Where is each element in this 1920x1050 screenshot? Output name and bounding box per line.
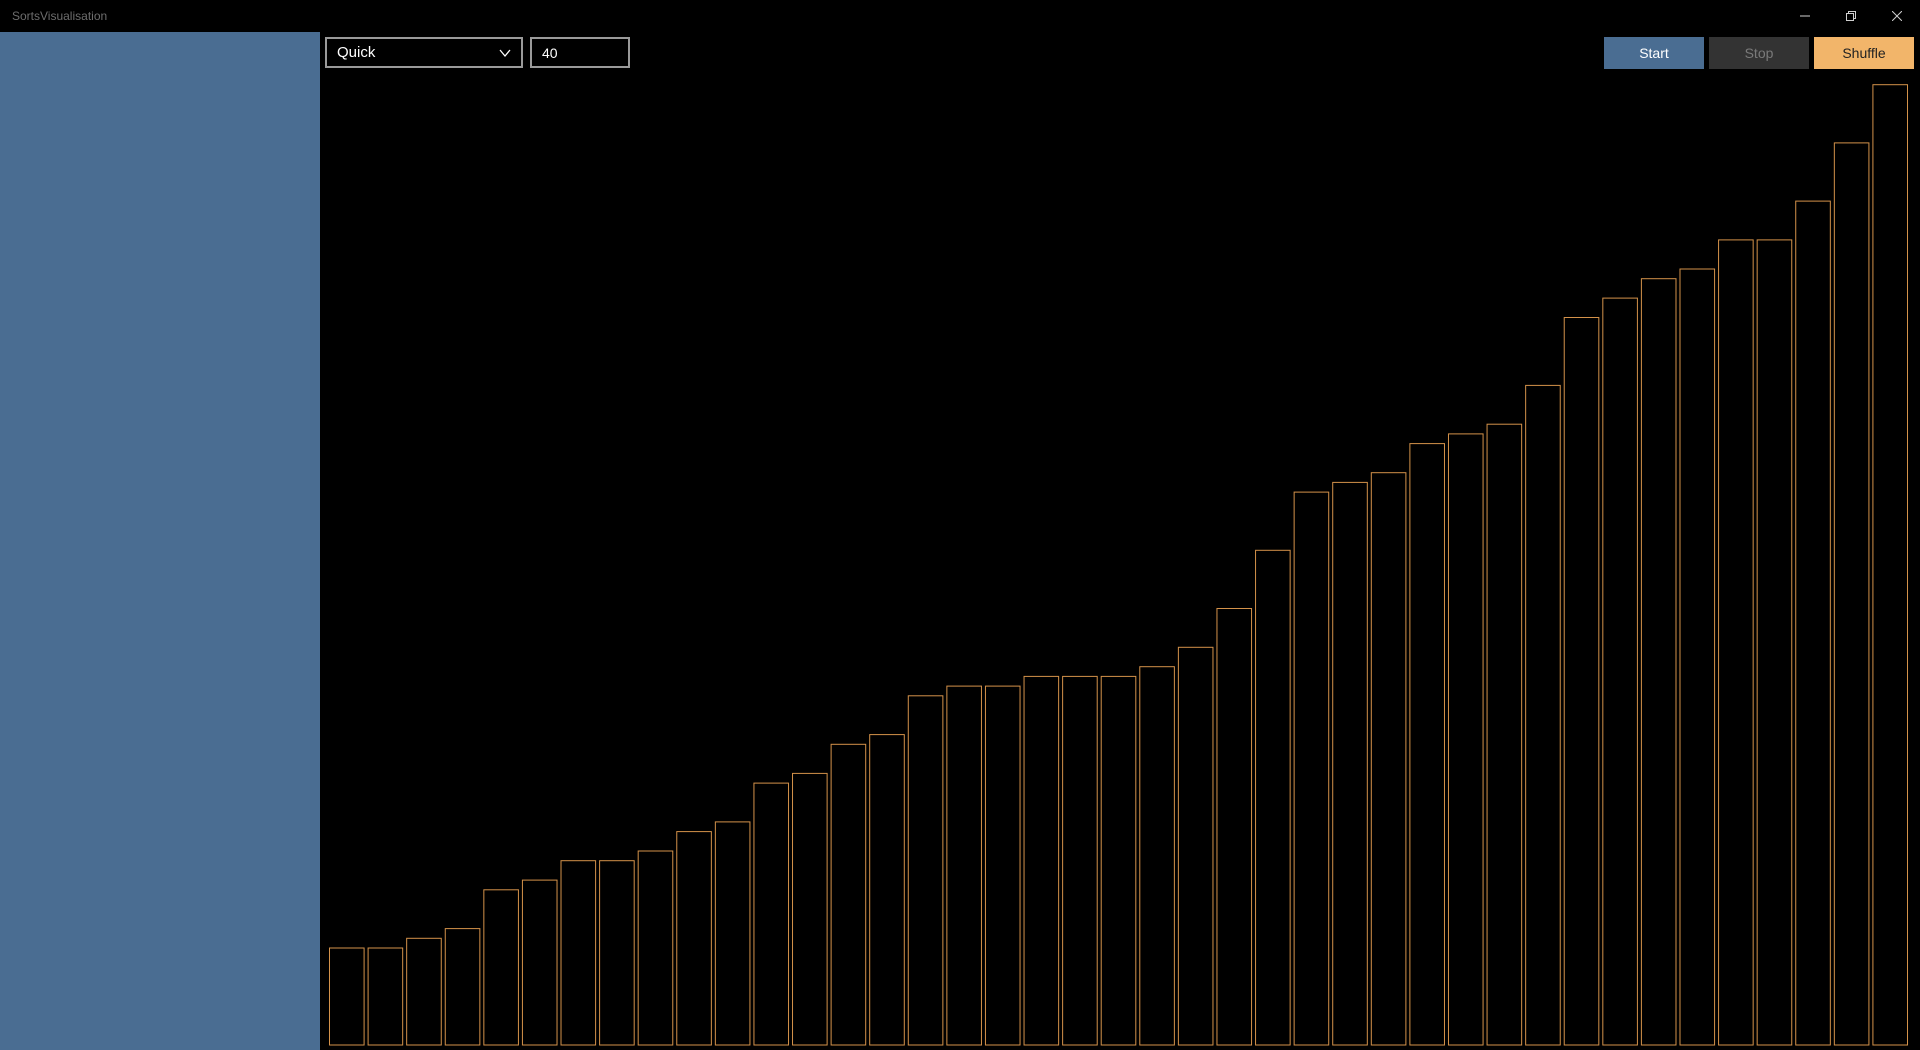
sort-visualisation-chart xyxy=(320,75,1920,1050)
chevron-down-icon xyxy=(499,49,511,58)
bar-4 xyxy=(444,928,481,1046)
bar-29 xyxy=(1409,443,1445,1046)
restore-button[interactable] xyxy=(1828,0,1874,32)
bar-5 xyxy=(483,889,519,1046)
bar-2 xyxy=(367,947,404,1046)
title-bar: SortsVisualisation xyxy=(0,0,1920,32)
shuffle-button[interactable]: Shuffle xyxy=(1814,37,1914,69)
bar-1 xyxy=(329,947,365,1046)
bar-24 xyxy=(1216,608,1253,1046)
element-count-input[interactable]: 40 xyxy=(530,37,630,68)
bar-33 xyxy=(1563,317,1600,1046)
bar-10 xyxy=(676,831,712,1046)
bar-28 xyxy=(1370,472,1407,1046)
bar-13 xyxy=(792,772,828,1046)
minimize-button[interactable] xyxy=(1782,0,1828,32)
bar-12 xyxy=(753,782,790,1046)
bar-25 xyxy=(1255,549,1291,1046)
bar-21 xyxy=(1100,675,1137,1046)
close-icon xyxy=(1892,11,1902,21)
bar-32 xyxy=(1525,384,1561,1046)
bar-23 xyxy=(1177,646,1214,1046)
bar-37 xyxy=(1718,239,1754,1046)
bar-36 xyxy=(1679,268,1716,1046)
bar-15 xyxy=(869,734,905,1046)
bar-11 xyxy=(714,821,751,1046)
algorithm-dropdown[interactable]: Quick xyxy=(325,37,523,68)
restore-icon xyxy=(1846,11,1856,21)
bar-34 xyxy=(1602,297,1638,1046)
bar-16 xyxy=(907,695,944,1046)
window-title: SortsVisualisation xyxy=(12,9,108,23)
bar-40 xyxy=(1833,142,1870,1046)
bar-9 xyxy=(637,850,674,1046)
close-button[interactable] xyxy=(1874,0,1920,32)
bar-20 xyxy=(1062,675,1098,1046)
stop-button[interactable]: Stop xyxy=(1709,37,1809,69)
bar-30 xyxy=(1447,433,1484,1046)
bar-19 xyxy=(1023,675,1060,1046)
bar-22 xyxy=(1139,666,1175,1046)
bar-26 xyxy=(1293,491,1330,1046)
bar-39 xyxy=(1795,200,1831,1046)
bar-7 xyxy=(560,860,597,1046)
bar-18 xyxy=(984,685,1021,1046)
sidebar-panel xyxy=(0,32,320,1050)
bar-41 xyxy=(1872,84,1909,1046)
element-count-value: 40 xyxy=(542,44,558,61)
bar-8 xyxy=(599,860,635,1046)
algorithm-selected-value: Quick xyxy=(337,44,376,61)
bar-6 xyxy=(521,879,558,1046)
bar-3 xyxy=(406,937,442,1046)
bar-38 xyxy=(1756,239,1793,1046)
bar-17 xyxy=(946,685,982,1046)
start-button[interactable]: Start xyxy=(1604,37,1704,69)
bar-14 xyxy=(830,743,867,1046)
bar-27 xyxy=(1332,481,1368,1046)
bar-31 xyxy=(1486,423,1523,1046)
bars-canvas xyxy=(329,84,1909,1046)
minimize-icon xyxy=(1800,15,1810,17)
bar-35 xyxy=(1640,278,1677,1046)
